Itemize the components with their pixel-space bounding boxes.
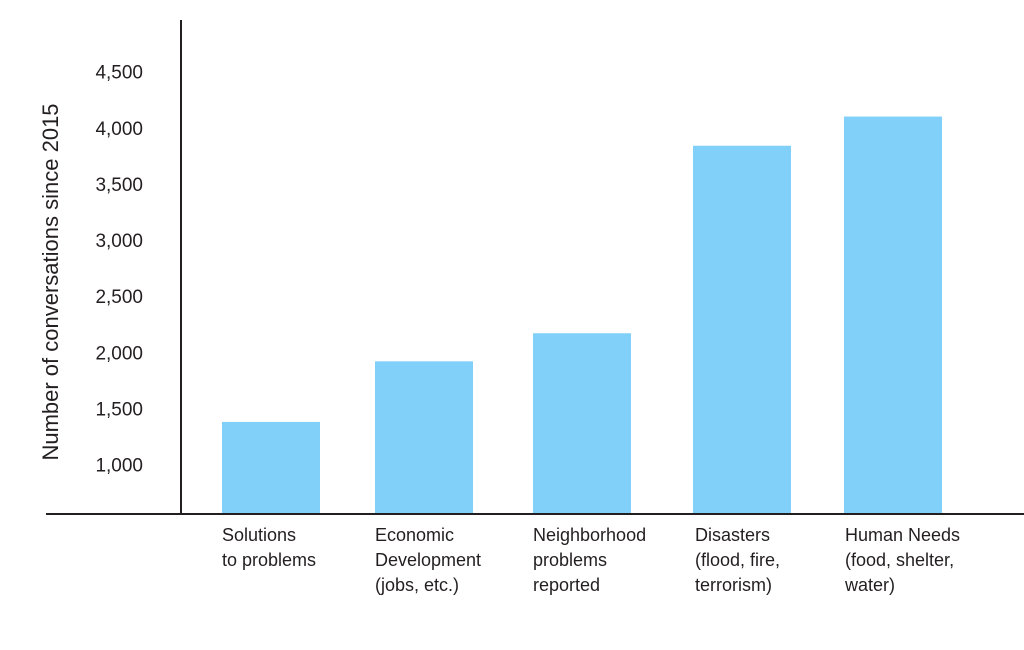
- x-category-label: Economic Development (jobs, etc.): [375, 525, 481, 595]
- y-tick-label: 1,500: [95, 399, 143, 420]
- y-tick-label: 3,500: [95, 175, 143, 196]
- x-category-label: Solutions to problems: [222, 525, 316, 570]
- y-tick-label: 2,500: [95, 287, 143, 308]
- y-axis-title: Number of conversations since 2015: [38, 103, 63, 460]
- bar-3: [533, 333, 631, 514]
- y-tick-label: 1,000: [95, 456, 143, 477]
- bars-layer: [222, 116, 942, 515]
- x-category-label: Disasters (flood, fire, terrorism): [695, 525, 780, 595]
- y-tick-label: 2,000: [95, 343, 143, 364]
- axes-layer: [46, 20, 1024, 515]
- bar-2: [375, 361, 473, 514]
- x-category-labels: Solutions to problems Economic Development(…: [222, 525, 960, 595]
- y-tick-labels: 1,000 1,500 2,000 2,500 3,000 3,500 4,000 4,500: [95, 63, 143, 477]
- bar-1: [222, 421, 320, 514]
- bar-4: [693, 145, 791, 514]
- y-tick-label: 4,000: [95, 119, 143, 140]
- y-tick-label: 4,500: [95, 63, 143, 84]
- x-category-label: Neighborhood problems reported: [533, 525, 646, 595]
- y-tick-label: 3,000: [95, 231, 143, 252]
- bar-5: [844, 116, 942, 515]
- x-category-label: Human Needs (food, shelter, water): [844, 525, 960, 595]
